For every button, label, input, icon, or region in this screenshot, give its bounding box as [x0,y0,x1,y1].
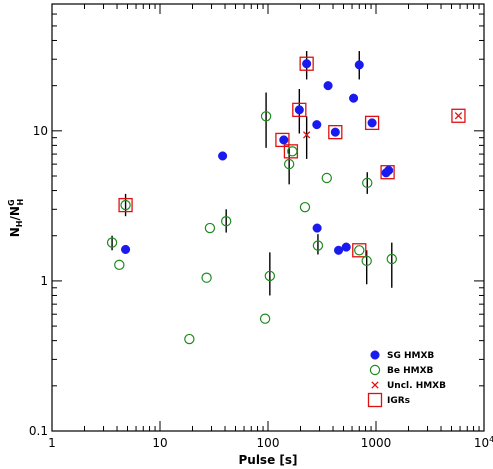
be-hmxb-point [321,172,332,184]
cross-stroke [302,131,311,139]
be-hmxb-point [120,199,131,211]
legend-marker-filled-circle [370,350,380,360]
axis-ticks [51,3,484,432]
be-hmxb-point [354,245,365,256]
be-hmxb-point [264,270,276,282]
sg-hmxb-point [121,244,131,255]
be-hmxb-point [362,177,373,189]
x-tick-label: 10 [152,436,167,450]
be-hmxb-point [287,146,298,157]
igr-marker [118,197,133,213]
legend-marker-open-square [367,392,383,408]
sg-hmxb-point [354,60,364,70]
sg-hmxb-point [323,81,333,91]
legend-label: SG HMXB [387,351,434,361]
sg-hmxb-point [341,242,351,252]
y-tick-label: 10 [33,124,48,138]
error-bars [111,51,393,296]
legend-marker-cross [371,381,379,389]
legend-marker-open-circle [369,364,381,376]
sg-hmxb-point [312,223,322,233]
uncl-hmxb-point [302,131,311,139]
x-tick-label: 1000 [361,436,392,450]
igr-marker [451,108,466,123]
data-points [106,56,466,345]
x-tick-label: 100 [257,436,280,450]
y-label-n: N [8,227,22,237]
x-tick-label: 1 [48,436,56,450]
y-label-h-sub: H [15,220,24,227]
igr-marker [275,132,290,148]
sg-hmxb-point [294,105,304,115]
igr-marker [292,102,307,117]
x-axis-label: Pulse [s] [238,453,297,467]
be-hmxb-point [106,237,118,248]
sg-hmxb-point [312,120,322,130]
y-tick-label: 1 [40,274,48,288]
svg-text:NH/NGH: NH/NGH [7,199,25,237]
sg-hmxb-point [367,118,377,128]
y-axis-label: NH/NGH [7,199,25,237]
x-tick-label: 104 [474,435,493,450]
cross-stroke [371,381,379,389]
be-hmxb-point [361,255,372,267]
sg-hmxb-point [349,93,359,103]
be-hmxb-point [386,253,397,265]
be-hmxb-point [184,333,195,345]
sg-hmxb-point [330,127,340,137]
uncl-hmxb-point [454,112,463,120]
igr-marker [299,56,314,71]
sg-hmxb-point [333,245,344,255]
igr-marker [328,125,343,140]
be-hmxb-point [204,222,216,234]
sg-hmxb-point [384,165,394,175]
be-hmxb-point [312,240,324,251]
be-hmxb-point [260,111,272,122]
sg-hmxb-point [279,135,289,145]
legend-label: Be HMXB [387,366,434,376]
y-label-h-sub2: H [16,199,25,206]
y-tick-label: 0.1 [29,424,48,438]
be-hmxb-point [299,201,311,213]
igr-marker [380,165,395,180]
igr-marker [352,243,367,258]
sg-hmxb-point [302,59,312,69]
sg-hmxb-point [218,151,228,161]
legend-label: Uncl. HMXB [387,381,446,391]
y-label-g-sup: G [7,199,16,206]
be-hmxb-point [114,259,125,271]
be-hmxb-point [259,313,271,324]
be-hmxb-point [201,272,212,283]
cross-stroke [454,112,463,120]
y-label-sep: /N [8,206,22,220]
be-hmxb-point [283,158,295,170]
legend: SG HMXB Be HMXB Uncl. HMXB IGRs [367,350,446,408]
be-hmxb-point [220,215,232,227]
legend-label: IGRs [387,396,410,406]
igr-marker [364,115,380,131]
